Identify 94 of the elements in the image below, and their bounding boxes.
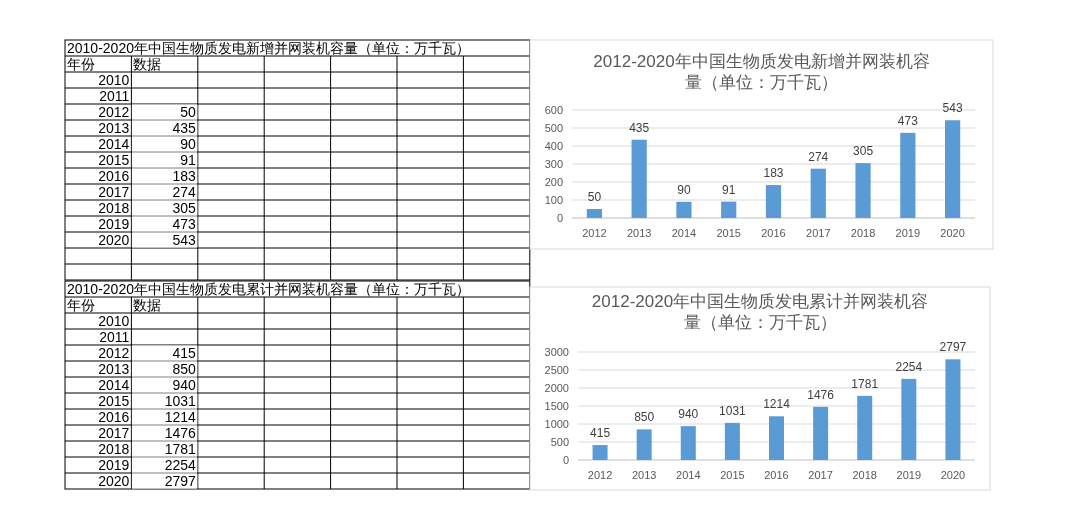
y-tick-label: 1000 bbox=[544, 418, 569, 430]
y-tick-label: 2011 bbox=[99, 88, 130, 104]
text: 2010-2020年中国生物质发电累计并网装机容量（单位：万千瓦） bbox=[67, 281, 470, 297]
x-tick-label: 2018 bbox=[852, 469, 877, 481]
y-axis-title: 年份 bbox=[67, 56, 95, 72]
x-tick-label: 2020 bbox=[940, 227, 965, 239]
y-tick-label: 500 bbox=[550, 436, 569, 448]
chart-title: 2012-2020年中国生物质发电新增并网装机容量（单位：万千瓦） bbox=[593, 52, 930, 92]
y-tick-label: 2014 bbox=[98, 377, 130, 393]
data-label: 1214 bbox=[164, 409, 196, 425]
data-label: 2797 bbox=[939, 340, 967, 355]
y-tick-label: 2000 bbox=[544, 382, 569, 394]
data-label: 850 bbox=[634, 410, 655, 425]
data-label: 183 bbox=[172, 168, 197, 184]
data-label: 274 bbox=[808, 149, 829, 164]
data-label: 415 bbox=[172, 345, 197, 361]
data-label: 940 bbox=[678, 407, 699, 422]
x-tick-label: 2013 bbox=[631, 469, 657, 481]
data-label: 90 bbox=[677, 182, 691, 197]
x-tick-label: 数据 bbox=[133, 56, 162, 72]
data-label: 305 bbox=[853, 144, 874, 159]
data-label: 415 bbox=[590, 426, 611, 441]
y-tick-label: 2012 bbox=[98, 345, 130, 361]
x-tick-label: 2012 bbox=[582, 227, 607, 239]
x-tick-label: 2012 bbox=[587, 469, 613, 481]
x-tick-label: 2017 bbox=[808, 469, 833, 481]
text: 2010-2020年中国生物质发电新增并网装机容量（单位：万千瓦） bbox=[67, 40, 470, 56]
data-label: 91 bbox=[722, 182, 736, 197]
y-tick-label: 100 bbox=[544, 194, 563, 206]
data-label: 305 bbox=[172, 200, 197, 216]
data-label: 50 bbox=[587, 190, 602, 204]
x-tick-label: 2015 bbox=[716, 227, 741, 239]
data-label: 940 bbox=[172, 377, 197, 393]
data-label: 473 bbox=[897, 113, 919, 128]
data-label: 1031 bbox=[719, 403, 747, 418]
data-label: 1781 bbox=[851, 376, 879, 391]
y-tick-label: 2013 bbox=[98, 120, 130, 136]
data-label: 90 bbox=[180, 136, 197, 152]
y-tick-label: 2012 bbox=[98, 104, 130, 120]
data-label: 2797 bbox=[164, 473, 196, 489]
y-tick-label: 2011 bbox=[99, 329, 130, 345]
y-tick-label: 2016 bbox=[98, 168, 130, 184]
y-tick-label: 2017 bbox=[98, 184, 130, 200]
y-tick-label: 300 bbox=[544, 158, 563, 170]
data-label: 473 bbox=[172, 216, 197, 232]
y-tick-label: 1500 bbox=[544, 400, 569, 412]
data-label: 435 bbox=[629, 120, 650, 135]
y-tick-label: 2018 bbox=[98, 441, 130, 457]
y-tick-label: 2015 bbox=[98, 152, 130, 168]
y-tick-label: 2017 bbox=[98, 425, 130, 441]
x-tick-label: 2016 bbox=[761, 227, 786, 239]
x-tick-label: 2018 bbox=[850, 227, 876, 239]
y-tick-label: 3000 bbox=[544, 346, 569, 358]
y-tick-label: 2014 bbox=[98, 136, 130, 152]
y-tick-label: 2013 bbox=[98, 361, 130, 377]
data-label: 2254 bbox=[164, 457, 196, 473]
data-label: 183 bbox=[763, 166, 784, 181]
data-label: 435 bbox=[172, 120, 197, 136]
x-tick-label: 2019 bbox=[895, 227, 921, 239]
y-tick-label: 2500 bbox=[544, 364, 569, 376]
x-tick-label: 2017 bbox=[806, 227, 831, 239]
y-tick-label: 500 bbox=[544, 122, 563, 134]
y-tick-label: 2015 bbox=[98, 393, 130, 409]
y-axis-title: 年份 bbox=[67, 297, 95, 313]
data-label: 543 bbox=[942, 101, 963, 116]
y-tick-label: 0 bbox=[562, 454, 569, 466]
data-label: 50 bbox=[180, 104, 197, 120]
x-tick-label: 2013 bbox=[626, 227, 652, 239]
x-tick-label: 2016 bbox=[764, 469, 789, 481]
data-label: 1476 bbox=[164, 425, 196, 441]
data-label: 1031 bbox=[164, 393, 196, 409]
y-tick-label: 2010 bbox=[98, 72, 130, 88]
data-label: 543 bbox=[172, 232, 197, 248]
x-tick-label: 2020 bbox=[940, 469, 966, 481]
y-tick-label: 2018 bbox=[98, 200, 130, 216]
x-tick-label: 数据 bbox=[133, 297, 162, 313]
chart-title: 2012-2020年中国生物质发电累计并网装机容量（单位：万千瓦） bbox=[591, 292, 929, 332]
y-tick-label: 400 bbox=[544, 140, 563, 152]
data-label: 850 bbox=[172, 361, 197, 377]
y-tick-label: 2016 bbox=[98, 409, 130, 425]
y-tick-label: 2010 bbox=[98, 313, 130, 329]
data-label: 1781 bbox=[164, 441, 196, 457]
y-tick-label: 200 bbox=[544, 176, 563, 188]
x-tick-label: 2014 bbox=[676, 469, 701, 481]
data-label: 1476 bbox=[807, 387, 835, 402]
y-tick-label: 600 bbox=[544, 104, 563, 116]
data-label: 91 bbox=[180, 152, 197, 168]
y-tick-label: 0 bbox=[556, 212, 563, 224]
x-tick-label: 2019 bbox=[896, 469, 922, 481]
x-tick-label: 2014 bbox=[671, 227, 697, 239]
x-tick-label: 2015 bbox=[720, 469, 745, 481]
data-label: 2254 bbox=[895, 359, 923, 374]
data-label: 274 bbox=[172, 184, 197, 200]
data-label: 1214 bbox=[763, 397, 791, 412]
